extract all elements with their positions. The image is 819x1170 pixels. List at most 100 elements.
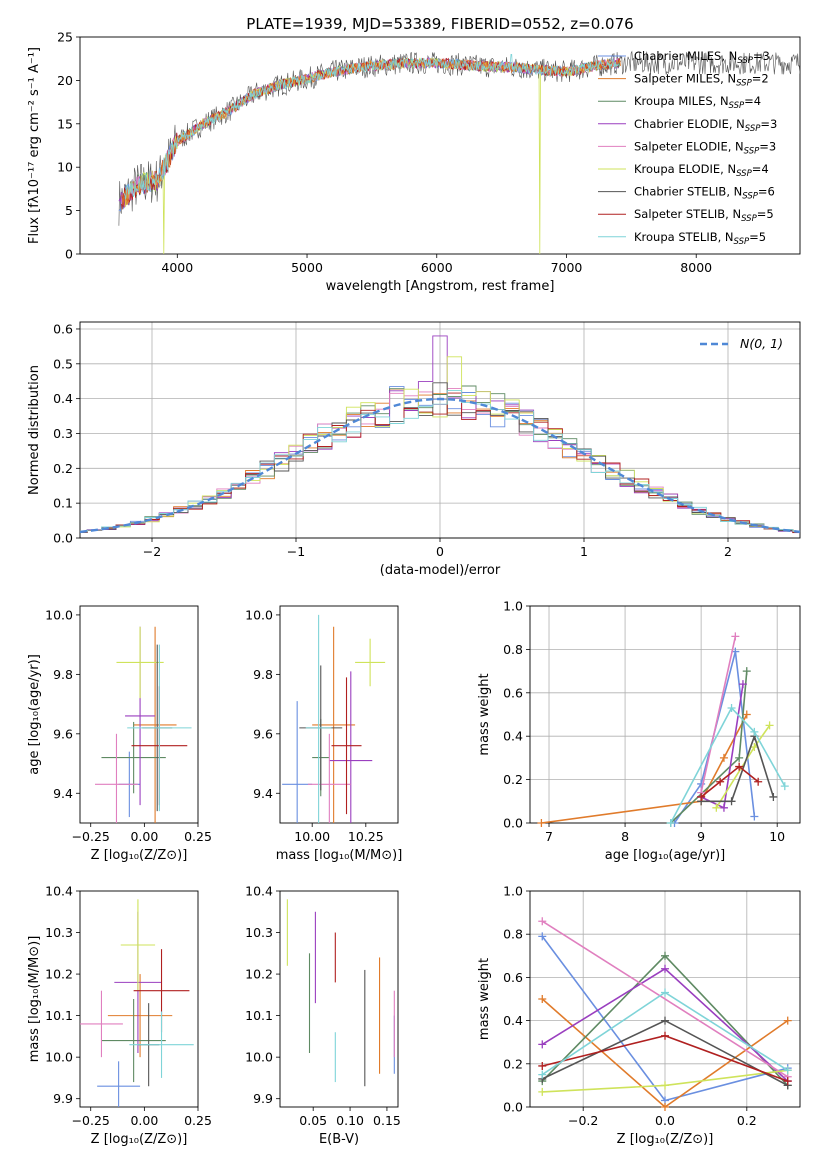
axes-frame — [79, 36, 801, 255]
x-axis-label: wavelength [Angstrom, rest frame] — [326, 279, 555, 294]
weight-point — [750, 812, 759, 821]
x-axis-label: age [log₁₀(age/yr)] — [605, 848, 726, 863]
weight-point — [742, 710, 751, 719]
legend-name: Salpeter ELODIE, N — [634, 139, 744, 153]
x-tick-label: 7000 — [551, 260, 583, 275]
weight-point — [538, 1087, 547, 1096]
weight-point — [666, 819, 675, 827]
x-tick-label: −0.2 — [568, 1113, 598, 1128]
legend-name: Chabrier MILES, N — [634, 49, 737, 63]
legend-entry: Chabrier STELIB, NSSP=6 — [634, 185, 775, 202]
y-tick-label: 0.1 — [53, 496, 73, 511]
weight-point — [769, 792, 778, 801]
axes-frame — [79, 890, 199, 1108]
weight-point — [731, 632, 740, 641]
legend-sub: SSP — [736, 169, 752, 179]
weight-point — [661, 1081, 669, 1090]
x-axis-label: E(B-V) — [319, 1132, 359, 1147]
y-axis-label: mass weight — [477, 673, 492, 755]
spectrum-series-line — [121, 57, 621, 210]
legend-suffix: =4 — [744, 94, 761, 108]
y-tick-label: 9.4 — [253, 786, 273, 801]
x-tick-label: 8000 — [680, 260, 712, 275]
y-tick-label: 10.0 — [245, 1050, 273, 1065]
figure-title: PLATE=1939, MJD=53389, FIBERID=0552, z=0… — [246, 15, 633, 33]
y-axis-label: mass [log₁₀(M/M⊙)] — [27, 936, 42, 1063]
weight-series-line — [700, 765, 759, 798]
weight-point — [719, 803, 728, 812]
legend-sub: SSP — [734, 237, 750, 247]
weight-point — [742, 667, 751, 676]
y-tick-label: 0.4 — [503, 1013, 523, 1028]
y-tick-label: 10 — [57, 160, 73, 175]
weight-point — [538, 1040, 547, 1049]
y-tick-label: 0.6 — [503, 685, 523, 700]
legend-entry: Salpeter STELIB, NSSP=5 — [634, 207, 774, 224]
weight-point — [738, 680, 747, 689]
weight-point — [783, 1016, 792, 1025]
y-tick-label: 10.0 — [45, 1050, 73, 1065]
x-tick-label: −0.25 — [72, 829, 110, 844]
x-tick-label: −0.25 — [72, 1113, 110, 1128]
x-axis-label: Z [log₁₀(Z/Z⊙)] — [91, 1132, 188, 1147]
weight-point — [661, 988, 669, 997]
weight-point — [538, 932, 547, 941]
y-tick-label: 10.4 — [245, 884, 273, 899]
weight-point — [783, 1066, 792, 1075]
weight-point — [750, 727, 759, 736]
y-tick-label: 0.0 — [503, 816, 523, 831]
legend-sub: SSP — [741, 214, 757, 224]
y-tick-label: 9.9 — [253, 1091, 273, 1106]
y-tick-label: 0.5 — [53, 356, 73, 371]
weight-point — [538, 995, 547, 1003]
x-tick-label: 6000 — [421, 260, 453, 275]
weight-point — [727, 797, 736, 806]
x-tick-label: 5000 — [291, 260, 323, 275]
x-tick-label: 0.00 — [130, 1113, 158, 1128]
weight-point — [661, 1031, 669, 1040]
x-tick-label: 0.15 — [373, 1113, 401, 1128]
legend-sub: SSP — [737, 56, 753, 66]
weight-point — [754, 777, 763, 786]
y-tick-label: 10.3 — [45, 925, 73, 940]
y-tick-label: 1.0 — [503, 884, 523, 899]
x-axis-label: Z [log₁₀(Z/Z⊙)] — [617, 1132, 714, 1147]
y-tick-label: 10.4 — [45, 884, 73, 899]
y-tick-label: 0.2 — [53, 461, 73, 476]
y-tick-label: 0.0 — [53, 531, 73, 546]
legend-sub: SSP — [742, 192, 758, 202]
x-tick-label: 7 — [545, 829, 553, 844]
y-tick-label: 25 — [57, 30, 73, 45]
weight-point — [765, 721, 774, 730]
y-tick-label: 0 — [65, 247, 73, 262]
x-tick-label: −1 — [287, 544, 305, 559]
y-tick-label: 20 — [57, 73, 73, 88]
y-tick-label: 5 — [65, 203, 73, 218]
x-tick-label: −2 — [143, 544, 161, 559]
weight-series-line — [541, 998, 789, 1107]
y-tick-label: 10.1 — [245, 1008, 273, 1023]
x-tick-label: 0.25 — [184, 1113, 212, 1128]
mass-vs-EBV-axes: 0.05 0.10 0.15 9.9 10.0 10.1 10.2 10.3 10.4 E(B-V… — [245, 884, 401, 1148]
spectrum-series-line — [123, 57, 619, 254]
x-tick-label: 8 — [621, 829, 629, 844]
x-tick-label: 0.10 — [336, 1113, 364, 1128]
y-tick-label: 10.0 — [245, 607, 273, 622]
legend-sub: SSP — [745, 124, 761, 134]
mass-vs-Z-axes: −0.25 0.00 0.25 9.9 10.0 10.1 10.2 10.3 10.4 Z [l… — [27, 884, 212, 1148]
weight-series-line — [541, 920, 789, 1078]
y-tick-label: 15 — [57, 116, 73, 131]
axes-frame — [529, 605, 801, 824]
weight-point — [716, 777, 725, 786]
weight-point — [735, 753, 744, 762]
weight-point — [735, 762, 744, 771]
x-tick-label: 0.2 — [737, 1113, 757, 1128]
residuals-axes: −2 −1 0 1 2 0.0 0.1 0.2 0.3 0.4 0.5 0.6 (data-model)… — [27, 321, 801, 578]
weight-vs-Z-axes: −0.2 0.0 0.2 0.0 0.2 0.4 0.6 0.8 1.0 Z [log₁₀(Z/Z… — [477, 884, 801, 1147]
legend-name: Salpeter MILES, N — [634, 72, 736, 86]
y-tick-label: 10.2 — [45, 967, 73, 982]
legend-entry: Chabrier ELODIE, NSSP=3 — [634, 117, 777, 134]
legend-entry: Kroupa MILES, NSSP=4 — [634, 94, 761, 111]
weight-point — [719, 753, 728, 762]
